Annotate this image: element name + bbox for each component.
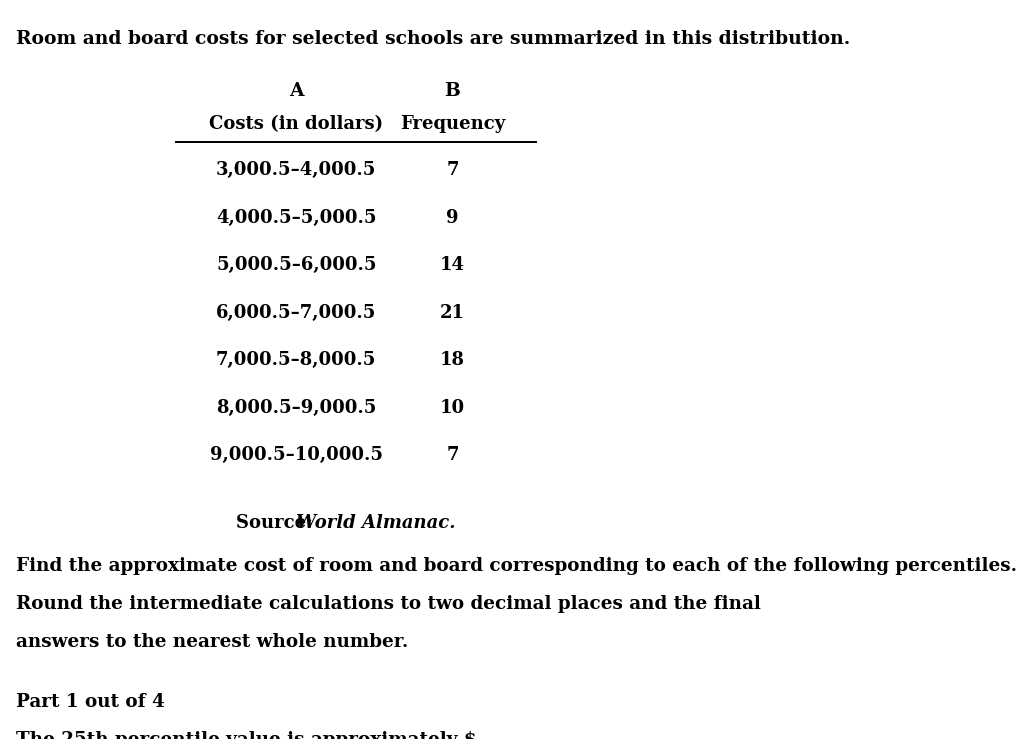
Text: 10: 10 xyxy=(440,398,465,417)
Text: 9: 9 xyxy=(446,209,459,227)
Text: B: B xyxy=(444,82,460,101)
Text: .: . xyxy=(428,731,435,739)
Text: Find the approximate cost of room and board corresponding to each of the followi: Find the approximate cost of room and bo… xyxy=(16,556,1017,575)
Text: 7,000.5–8,000.5: 7,000.5–8,000.5 xyxy=(216,351,377,370)
Text: A: A xyxy=(289,82,303,101)
Text: Frequency: Frequency xyxy=(399,115,505,133)
Text: Room and board costs for selected schools are summarized in this distribution.: Room and board costs for selected school… xyxy=(16,30,850,47)
Text: Round the intermediate calculations to two decimal places and the final: Round the intermediate calculations to t… xyxy=(16,595,761,613)
Text: Source:: Source: xyxy=(237,514,319,532)
Text: 18: 18 xyxy=(440,351,465,370)
Text: 8,000.5–9,000.5: 8,000.5–9,000.5 xyxy=(216,398,377,417)
Text: 6,000.5–7,000.5: 6,000.5–7,000.5 xyxy=(216,304,377,321)
Text: Part 1 out of 4: Part 1 out of 4 xyxy=(16,692,165,711)
Text: 5,000.5–6,000.5: 5,000.5–6,000.5 xyxy=(216,256,377,274)
Text: 21: 21 xyxy=(440,304,465,321)
Text: answers to the nearest whole number.: answers to the nearest whole number. xyxy=(16,633,409,651)
Text: 3,000.5–4,000.5: 3,000.5–4,000.5 xyxy=(216,161,377,180)
Text: Costs (in dollars): Costs (in dollars) xyxy=(209,115,383,133)
Text: The 25th percentile value is approximately $: The 25th percentile value is approximate… xyxy=(16,731,476,739)
Text: 7: 7 xyxy=(446,161,459,180)
Text: 4,000.5–5,000.5: 4,000.5–5,000.5 xyxy=(216,209,377,227)
FancyBboxPatch shape xyxy=(352,727,424,739)
Text: World Almanac.: World Almanac. xyxy=(296,514,456,532)
Text: 9,000.5–10,000.5: 9,000.5–10,000.5 xyxy=(210,446,383,464)
Text: 14: 14 xyxy=(440,256,465,274)
Text: 7: 7 xyxy=(446,446,459,464)
